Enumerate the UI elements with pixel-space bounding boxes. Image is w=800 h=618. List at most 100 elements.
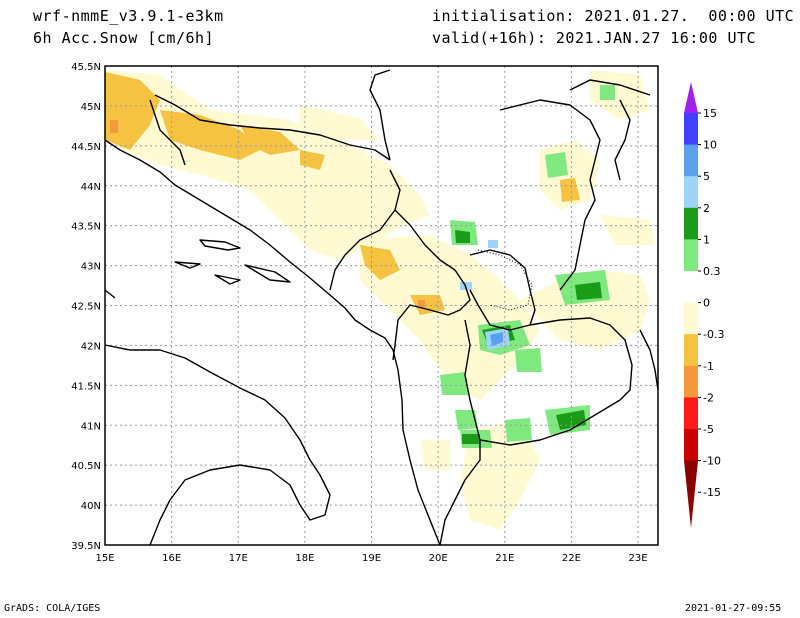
lat-ticks: 39.5N 40N 40.5N 41N 41.5N 42N 42.5N 43N 43.5N 44N… [71,62,101,552]
border-line [639,329,659,391]
snow-area [418,300,425,308]
lat-tick-label: 39.5N [71,541,101,552]
snow-area [300,150,325,170]
footer-credit: GrADS: COLA/IGES [4,603,101,614]
lat-tick-label: 41.5N [71,381,101,392]
border-line [104,344,331,546]
border-line [479,399,621,446]
snow-area [105,72,160,150]
legend-swatch [684,334,698,367]
snow-area [240,125,300,155]
legend-label: -0.3 [703,328,724,341]
snow-area [420,440,450,470]
legend-label: 2 [703,202,710,215]
legend-label: -10 [703,455,721,468]
lon-ticks: 15E 16E 17E 18E 19E 20E 21E 22E 23E [95,553,647,564]
init-time: initialisation: 2021.01.27. 00:00 UTC [432,7,795,25]
snow-area [600,215,655,245]
legend-colorbar: 15 10 5 2 1 0.3 0 -0.3 -1 -2 -5 -10 -15 [684,82,724,528]
legend-label: 10 [703,139,717,152]
border-line [199,239,241,251]
border-line [569,79,651,96]
lon-tick-label: 23E [628,553,647,564]
snow-area [575,282,602,300]
snow-area [488,240,498,248]
legend-swatch [684,365,698,398]
snow-area [505,418,532,442]
legend-label: -1 [703,360,714,373]
snow-area [360,245,400,280]
snow-area [545,152,568,178]
snow-area [455,230,470,243]
lat-tick-label: 40N [81,501,101,512]
lon-tick-label: 16E [162,553,181,564]
border-line [614,99,631,181]
snow-area [600,85,615,100]
legend-swatch [684,397,698,430]
lat-tick-label: 43N [81,262,101,273]
legend-swatch [684,144,698,177]
lon-tick-label: 21E [495,553,514,564]
legend-top-arrow [684,82,698,113]
lat-tick-label: 45.5N [71,62,101,73]
legend-swatch [684,176,698,209]
snow-area [360,235,540,400]
model-title: wrf-nmmE_v3.9.1-e3km [33,7,224,25]
lon-tick-label: 19E [362,553,381,564]
lon-tick-label: 20E [429,553,448,564]
legend-label: 0.3 [703,265,721,278]
legend-swatch [684,207,698,240]
legend-swatch [684,271,698,304]
footer-timestamp: 2021-01-27-09:55 [685,603,782,614]
lon-tick-label: 17E [229,553,248,564]
legend-swatch [684,239,698,272]
border-line [149,99,186,166]
field-title: 6h Acc.Snow [cm/6h] [33,29,215,47]
legend-bottom-arrow [684,460,698,528]
legend-label: 5 [703,170,710,183]
legend-label: 0 [703,297,710,310]
map-frame [104,65,659,546]
border-line [529,317,633,401]
lat-tick-label: 41N [81,421,101,432]
legend-swatch [684,113,698,146]
snow-area [515,348,542,372]
border-line [469,249,536,331]
border-line [329,169,401,291]
lon-tick-label: 22E [562,553,581,564]
snow-area [590,70,650,120]
legend-swatch [684,429,698,462]
snow-area [560,178,580,202]
border-line [392,209,471,361]
border-line [244,264,291,283]
snow-area [490,332,503,346]
border-line [104,139,441,546]
legend-swatch [684,302,698,335]
legend-label: -15 [703,486,721,499]
border-line [104,289,116,299]
lat-tick-label: 43.5N [71,222,101,233]
snow-area [160,110,260,160]
lat-tick-label: 42.5N [71,302,101,313]
snow-area [300,105,380,140]
border-line [154,94,391,161]
legend-label: -2 [703,391,714,404]
lat-tick-label: 44.5N [71,142,101,153]
legend-label: 15 [703,107,717,120]
lat-tick-label: 40.5N [71,461,101,472]
lat-tick-label: 44N [81,182,101,193]
lat-tick-label: 45N [81,102,101,113]
lon-tick-label: 15E [95,553,114,564]
border-line [214,274,241,285]
valid-time: valid(+16h): 2021.JAN.27 16:00 UTC [432,29,757,47]
snow-area [462,434,480,444]
lon-tick-label: 18E [295,553,314,564]
snow-field [105,70,655,530]
border-line [499,99,601,221]
map-grid [105,66,658,545]
legend-label: -5 [703,423,714,436]
border-line [559,219,586,291]
snow-area [440,372,468,395]
snow-area [110,120,118,133]
